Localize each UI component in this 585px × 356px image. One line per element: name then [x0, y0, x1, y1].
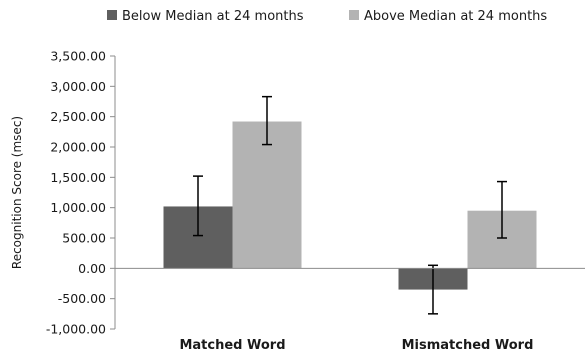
x-axis: Matched Word Mismatched Word — [115, 267, 585, 353]
y-tick-label: 1,000.00 — [50, 200, 106, 215]
x-category-label: Mismatched Word — [402, 338, 534, 353]
y-tick-label: 2,000.00 — [50, 140, 106, 155]
y-axis-label: Recognition Score (msec) — [10, 116, 24, 269]
y-axis: -1,000.00 -500.00 0.00 500.00 1,000.00 1,500.… — [46, 49, 116, 337]
y-tick-label: 3,500.00 — [50, 49, 106, 64]
legend: Below Median at 24 months Above Median at… — [107, 9, 547, 24]
y-tick-label: 3,000.00 — [50, 79, 106, 94]
y-tick-label: 500.00 — [62, 231, 106, 246]
legend-label: Above Median at 24 months — [364, 9, 547, 24]
bar — [232, 121, 302, 269]
y-tick-label: 0.00 — [78, 261, 106, 276]
y-tick-label: -1,000.00 — [46, 322, 106, 337]
legend-swatch — [349, 10, 359, 20]
legend-label: Below Median at 24 months — [122, 9, 304, 24]
error-bars — [193, 95, 507, 315]
bars — [163, 121, 537, 290]
legend-swatch — [107, 10, 117, 20]
x-category-label: Matched Word — [179, 338, 285, 353]
y-tick-label: 1,500.00 — [50, 170, 106, 185]
y-tick-label: -500.00 — [58, 291, 106, 306]
y-tick-label: 2,500.00 — [50, 109, 106, 124]
